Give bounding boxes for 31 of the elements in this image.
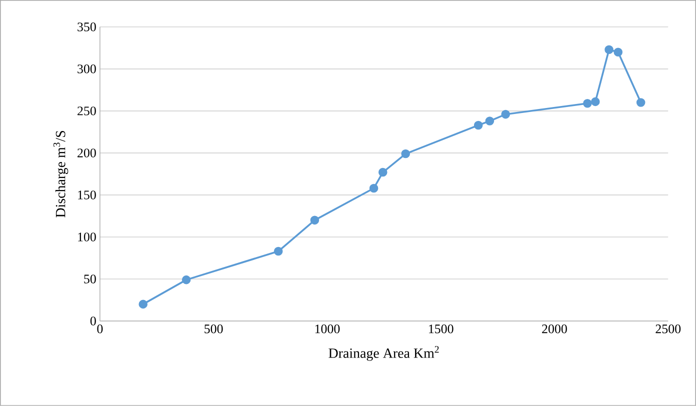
point [310, 216, 320, 225]
y-tick-label: 350 [78, 22, 96, 32]
point [274, 246, 283, 256]
y-tick-label: 0 [90, 316, 96, 326]
point [369, 184, 378, 193]
point [590, 97, 600, 106]
x-tick-label: 2500 [656, 324, 681, 334]
x-tick-label: 500 [204, 324, 223, 334]
point [501, 110, 510, 119]
y-tick-label: 200 [78, 148, 96, 158]
point [614, 48, 623, 57]
x-tick-label: 1000 [315, 324, 340, 334]
x-tick-label: 2000 [542, 324, 567, 334]
x-tick-label: 0 [97, 324, 103, 334]
point [583, 99, 592, 108]
point [604, 45, 614, 54]
point [138, 300, 148, 309]
y-tick-label: 300 [78, 64, 96, 74]
y-tick-label: 250 [78, 106, 96, 116]
point [474, 120, 483, 130]
point [636, 98, 646, 107]
point [378, 168, 388, 177]
x-axis-title: Drainage Area Km$^{2}$ [328, 346, 439, 361]
point [485, 116, 494, 126]
x-tick-label: 1500 [429, 324, 454, 334]
y-axis-title: Discharge m$^{3}$/S [53, 131, 68, 218]
point [182, 275, 191, 284]
point [401, 149, 410, 158]
y-tick-label: 150 [78, 190, 96, 200]
y-tick-label: 50 [84, 274, 96, 284]
y-tick-label: 100 [78, 232, 96, 242]
